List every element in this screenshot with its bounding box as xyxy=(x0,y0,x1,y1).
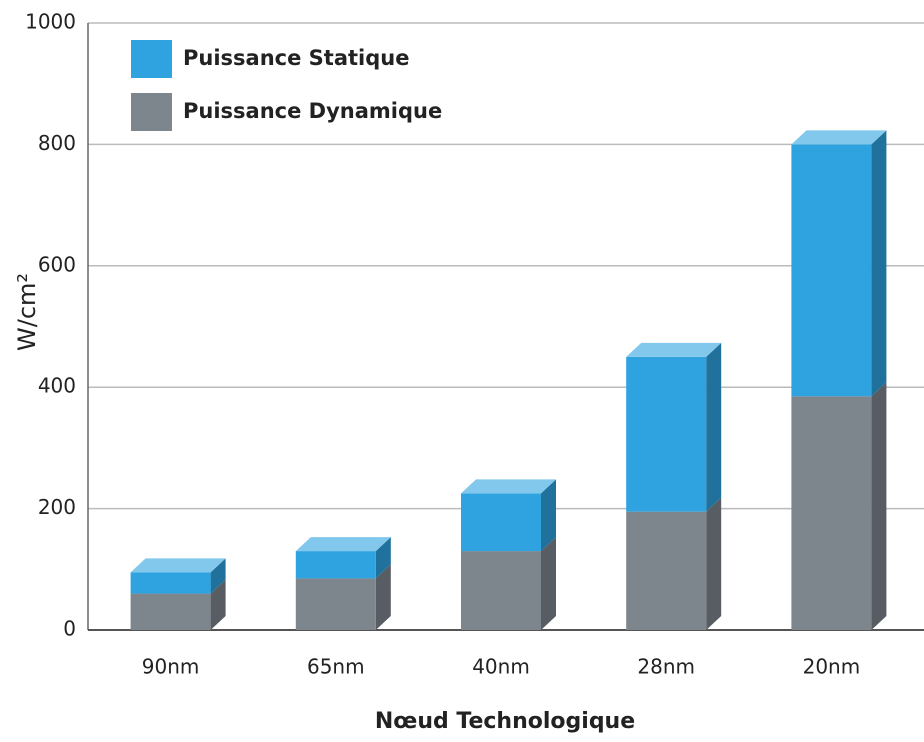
bar xyxy=(461,551,541,630)
bar-top xyxy=(461,479,556,494)
x-tick-label: 65nm xyxy=(307,655,365,679)
bar-side xyxy=(871,130,887,397)
bar-side xyxy=(871,382,887,630)
bar-side xyxy=(210,558,226,594)
x-axis-label: Nœud Technologique xyxy=(375,709,635,734)
bar xyxy=(295,578,376,630)
bar-side xyxy=(706,497,722,630)
bar xyxy=(791,144,872,397)
bar xyxy=(626,356,707,512)
bar xyxy=(626,511,707,630)
legend-swatch xyxy=(131,93,172,131)
bar-side xyxy=(375,537,391,579)
legend-label: Puissance Dynamique xyxy=(183,99,442,123)
x-tick-label: 28nm xyxy=(637,655,695,679)
legend-swatch xyxy=(131,40,172,78)
bar-side xyxy=(706,342,722,512)
x-tick-label: 20nm xyxy=(803,655,861,679)
y-tick-label: 200 xyxy=(38,495,76,519)
x-tick-label: 90nm xyxy=(142,655,200,679)
y-tick-label: 600 xyxy=(38,252,76,276)
bar-top xyxy=(791,130,887,145)
y-axis-label: W/cm² xyxy=(13,273,41,351)
legend-label: Puissance Statique xyxy=(183,46,409,70)
bar-side xyxy=(375,564,391,630)
x-tick-label: 40nm xyxy=(472,655,530,679)
y-tick-label: 800 xyxy=(38,131,76,155)
bar-side xyxy=(541,537,556,630)
bar xyxy=(461,493,541,552)
bar-top xyxy=(626,342,722,357)
y-tick-label: 400 xyxy=(38,374,76,398)
bar xyxy=(130,572,211,594)
bar xyxy=(130,593,211,630)
bar-side xyxy=(541,479,556,552)
bar-top xyxy=(295,537,391,552)
y-tick-label: 0 xyxy=(63,617,76,641)
bar-top xyxy=(130,558,226,573)
bar xyxy=(791,396,872,630)
bar-side xyxy=(210,579,226,630)
y-tick-label: 1000 xyxy=(25,10,76,34)
bar xyxy=(295,551,376,579)
